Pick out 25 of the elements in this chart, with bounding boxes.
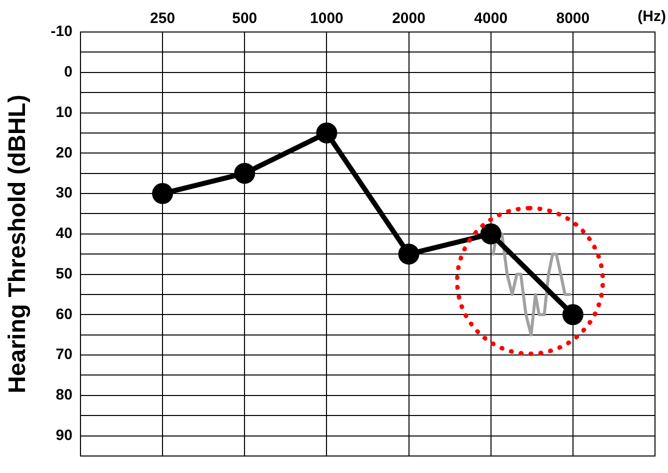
point (398, 244, 420, 265)
point (316, 122, 338, 144)
x-tick-label: 4000 (474, 10, 508, 28)
y-tick-label: 80 (56, 386, 72, 404)
y-tick-label: 40 (56, 225, 72, 242)
x-tick-label: 1000 (310, 10, 344, 28)
x-tick-label: 500 (232, 10, 258, 28)
y-tick-label: 70 (56, 346, 72, 364)
point (234, 162, 256, 184)
y-tick-label: -10 (50, 23, 72, 40)
x-axis-title: (Hz) (638, 8, 666, 26)
y-tick-label: 60 (56, 306, 72, 323)
y-tick-label: 50 (56, 265, 72, 282)
y-tick-label: 0 (64, 64, 72, 81)
y-axis-title: Hearing Threshold (dBHL) (4, 94, 32, 394)
x-tick-label: 250 (150, 10, 176, 28)
y-tick-label: 30 (56, 184, 72, 202)
x-tick-label: 2000 (392, 10, 426, 28)
x-tick-label: 8000 (556, 10, 590, 28)
point (152, 183, 174, 204)
point (562, 304, 584, 326)
y-tick-label: 20 (56, 144, 72, 162)
y-tick-label: 10 (56, 104, 72, 121)
point (480, 223, 502, 244)
y-tick-label: 90 (56, 426, 72, 444)
